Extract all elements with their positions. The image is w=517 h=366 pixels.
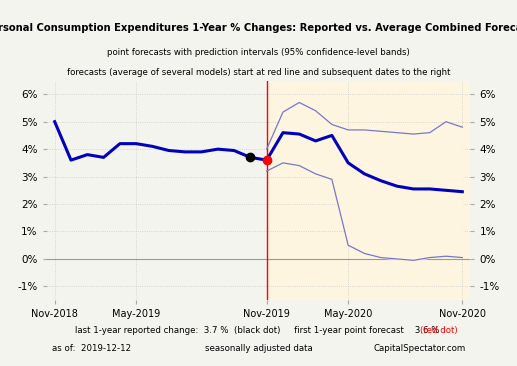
Text: seasonally adjusted data: seasonally adjusted data [205, 344, 312, 353]
Text: forecasts (average of several models) start at red line and subsequent dates to : forecasts (average of several models) st… [67, 68, 450, 77]
Text: as of:  2019-12-12: as of: 2019-12-12 [52, 344, 131, 353]
Text: point forecasts with prediction intervals (95% confidence-level bands): point forecasts with prediction interval… [107, 48, 410, 57]
Text: Personal Consumption Expenditures 1-Year % Changes: Reported vs. Average Combine: Personal Consumption Expenditures 1-Year… [0, 23, 517, 33]
Text: last 1-year reported change:  3.7 %  (black dot)     first 1-year point forecast: last 1-year reported change: 3.7 % (blac… [75, 326, 442, 335]
Text: (red dot): (red dot) [420, 326, 457, 335]
Bar [267, 81, 470, 300]
Text: CapitalSpectator.com: CapitalSpectator.com [373, 344, 465, 353]
